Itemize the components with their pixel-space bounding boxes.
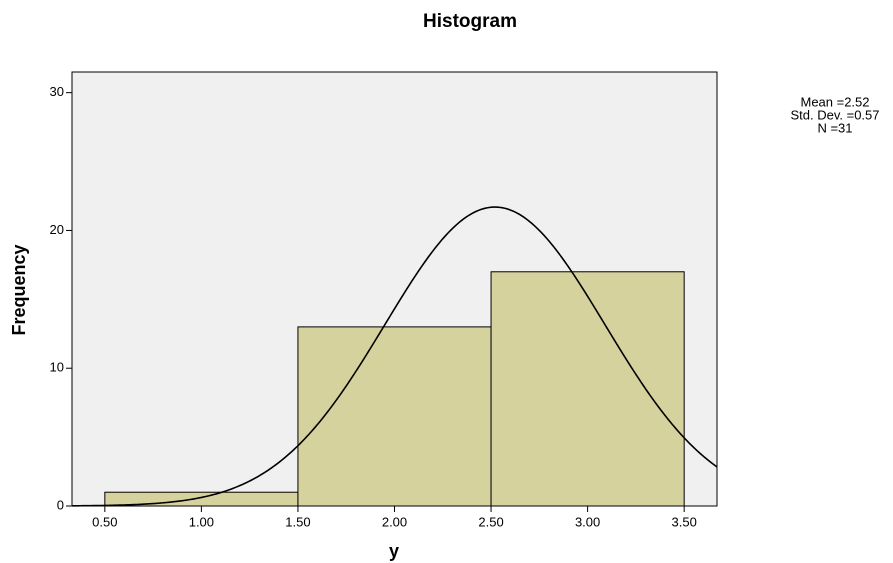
- y-tick-label: 10: [50, 360, 64, 375]
- bar: [297, 326, 492, 507]
- x-tick-label: 1.50: [285, 514, 310, 529]
- x-axis-title: y: [389, 541, 399, 561]
- y-tick-label: 30: [50, 84, 64, 99]
- x-tick-label: 2.50: [478, 514, 503, 529]
- stat-label: N =31: [817, 120, 852, 135]
- x-tick-label: 2.00: [382, 514, 407, 529]
- x-tick-label: 0.50: [92, 514, 117, 529]
- x-tick-label: 1.00: [189, 514, 214, 529]
- y-axis-title: Frequency: [9, 244, 29, 335]
- chart-title: Histogram: [423, 11, 517, 32]
- stat-label: Std. Dev. =0.57: [790, 107, 879, 122]
- y-tick-label: 0: [57, 497, 64, 512]
- x-tick-label: 3.50: [672, 514, 697, 529]
- y-tick-label: 20: [50, 222, 64, 237]
- stat-label: Mean =2.52: [800, 94, 869, 109]
- bar: [490, 271, 685, 507]
- x-tick-label: 3.00: [575, 514, 600, 529]
- normal-curve: [71, 206, 718, 507]
